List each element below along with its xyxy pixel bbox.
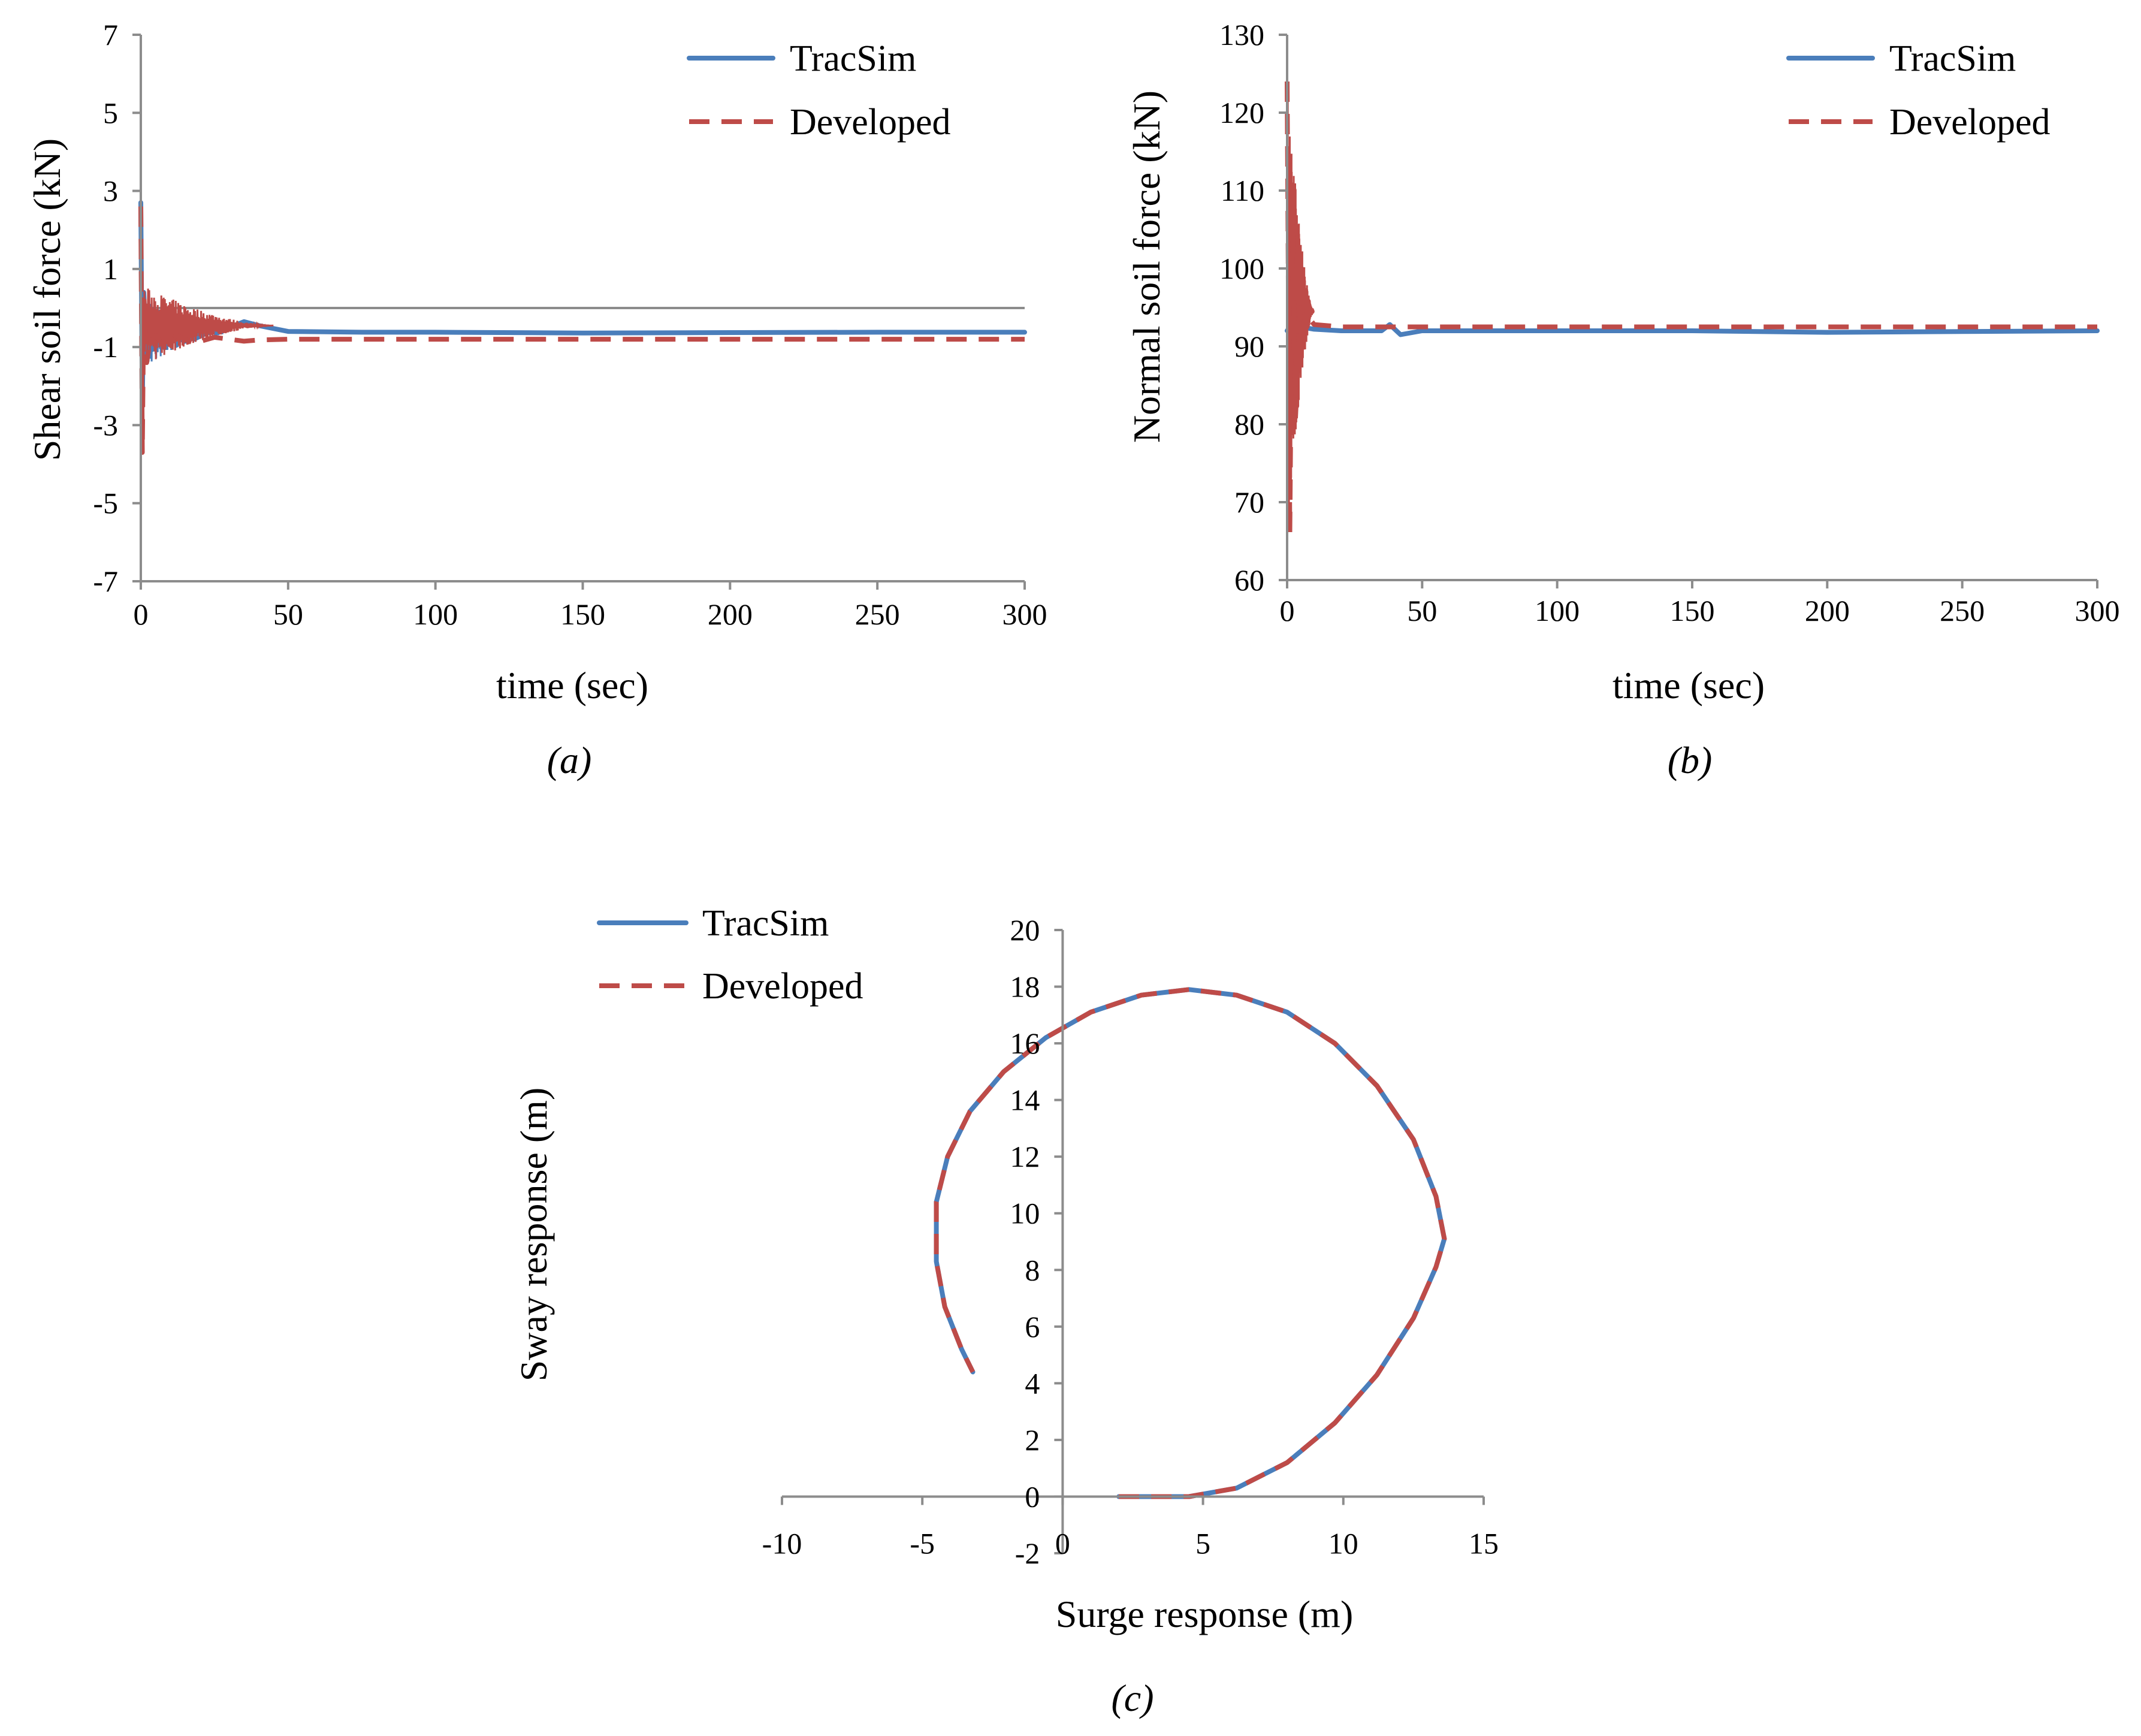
legend-label-developed: Developed (1889, 102, 2051, 143)
x-tick-label: 10 (1328, 1526, 1358, 1560)
x-tick-label: 150 (1670, 594, 1715, 627)
y-tick-label: 4 (1025, 1366, 1040, 1400)
y-axis-title: Normal soil force (kN) (1125, 90, 1168, 443)
y-tick-label: 12 (1010, 1140, 1040, 1173)
panel-b-normal-force: 0 50 100 150 200 250 300 60 70 80 90 100 110 120 130 t… (1125, 18, 2120, 781)
x-tick-label: 300 (1002, 597, 1047, 631)
y-tick-label: -2 (1015, 1536, 1040, 1570)
panel-a-shear-force: 0 50 100 150 200 250 300 -7 -5 -3 -1 1 3 5 7 time (sec… (26, 18, 1047, 781)
y-tick-label: 110 (1221, 174, 1264, 207)
y-tick-label: 8 (1025, 1253, 1040, 1287)
x-tick-label: -10 (762, 1526, 802, 1560)
x-axis-title: time (sec) (1612, 664, 1765, 707)
x-tick-label: 5 (1195, 1526, 1210, 1560)
x-tick-label: 50 (1407, 594, 1437, 627)
legend-label-developed: Developed (790, 102, 951, 143)
legend-label-tracsim: TracSim (702, 903, 829, 944)
y-tick-label: 16 (1010, 1026, 1040, 1060)
axes (1279, 34, 2098, 588)
y-tick-label: 130 (1219, 18, 1264, 52)
y-tick-label: 120 (1219, 96, 1264, 129)
y-tick-label: -1 (93, 330, 118, 364)
series-developed-line (138, 206, 1025, 455)
y-tick-label: 70 (1234, 485, 1264, 519)
y-axis-title: Sway response (m) (512, 1088, 555, 1382)
y-tick-label: 5 (103, 96, 118, 129)
x-tick-label: 100 (413, 597, 458, 631)
x-tick-label: 0 (134, 597, 149, 631)
panel-c-trajectory: -10 -5 0 5 10 15 -2 0 2 4 6 8 10 12 14 16 18 20 Surge res… (512, 903, 1499, 1719)
y-tick-label: 14 (1010, 1083, 1040, 1117)
y-tick-label: 1 (103, 252, 118, 286)
y-tick-label: 60 (1234, 563, 1264, 597)
x-tick-label: 250 (855, 597, 900, 631)
legend: TracSim Developed (597, 903, 863, 1007)
y-tick-label: -3 (93, 408, 118, 442)
y-tick-label: 10 (1010, 1197, 1040, 1230)
y-tick-label: -7 (93, 564, 118, 598)
x-tick-label: 250 (1940, 594, 1985, 627)
y-tick-label: 18 (1010, 970, 1040, 1004)
tick-labels: 0 50 100 150 200 250 300 60 70 80 90 100 110 120 130 (1219, 18, 2120, 627)
y-tick-label: 100 (1219, 252, 1264, 285)
y-tick-label: -5 (93, 487, 118, 520)
panel-label: (a) (547, 739, 592, 781)
y-tick-label: 7 (103, 18, 118, 52)
y-tick-label: 2 (1025, 1423, 1040, 1457)
y-axis-title: Shear soil force (kN) (26, 138, 68, 461)
legend-label-developed: Developed (702, 966, 863, 1007)
tick-labels: -10 -5 0 5 10 15 -2 0 2 4 6 8 10 12 14 16 18 20 (762, 913, 1499, 1570)
x-tick-label: 0 (1280, 594, 1295, 627)
x-tick-label: 15 (1469, 1526, 1499, 1560)
tick-labels: 0 50 100 150 200 250 300 -7 -5 -3 -1 1 3 5 7 (93, 18, 1047, 631)
x-tick-label: 150 (560, 597, 605, 631)
legend: TracSim Developed (1786, 38, 2051, 143)
legend-label-tracsim: TracSim (1889, 38, 2016, 79)
y-tick-label: 90 (1234, 330, 1264, 363)
y-tick-label: 0 (1025, 1480, 1040, 1513)
x-tick-label: 0 (1055, 1526, 1070, 1560)
series-developed-transient (140, 288, 274, 366)
y-tick-label: 3 (103, 174, 118, 208)
x-tick-label: 100 (1535, 594, 1580, 627)
x-tick-label: 300 (2075, 594, 2120, 627)
y-tick-label: 20 (1010, 913, 1040, 947)
series-developed-line (934, 987, 1447, 1499)
axes (781, 929, 1485, 1554)
series-developed-line (1285, 81, 2097, 536)
x-tick-label: 200 (708, 597, 753, 631)
x-tick-label: 200 (1805, 594, 1850, 627)
x-axis-title: time (sec) (496, 664, 648, 707)
series-layer (934, 987, 1447, 1499)
series-layer (138, 200, 1027, 455)
x-axis-title: Surge response (m) (1056, 1593, 1354, 1635)
axes (132, 34, 1026, 590)
panel-label: (b) (1668, 739, 1713, 781)
x-tick-label: 50 (273, 597, 303, 631)
series-layer (1285, 81, 2100, 536)
panel-label: (c) (1111, 1677, 1153, 1719)
x-tick-label: -5 (910, 1526, 935, 1560)
legend: TracSim Developed (687, 38, 951, 143)
y-tick-label: 6 (1025, 1310, 1040, 1343)
series-tracsim-line (138, 200, 1027, 408)
y-tick-label: 80 (1234, 407, 1264, 441)
legend-label-tracsim: TracSim (790, 38, 916, 79)
